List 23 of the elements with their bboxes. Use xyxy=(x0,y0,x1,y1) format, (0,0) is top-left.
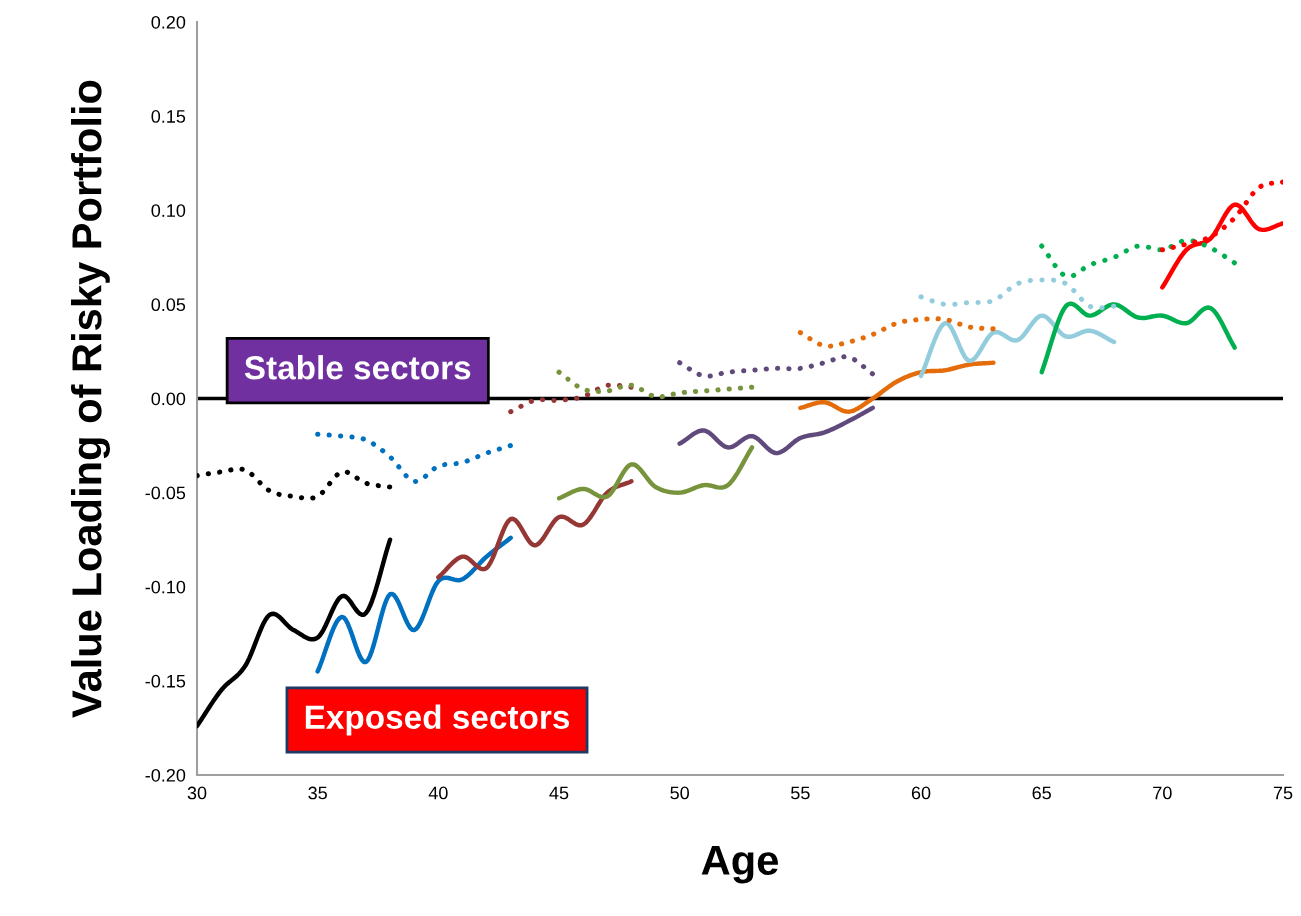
y-tick-label: 0.00 xyxy=(151,392,186,406)
x-tick-label: 40 xyxy=(428,786,448,800)
x-tick-label: 45 xyxy=(549,786,569,800)
y-tick-label: -0.15 xyxy=(145,674,186,688)
x-tick-label: 60 xyxy=(911,786,931,800)
annotation: Stable sectors xyxy=(244,355,471,380)
y-tick-label: -0.05 xyxy=(145,486,186,500)
y-tick-label: -0.20 xyxy=(145,768,186,782)
x-tick-label: 35 xyxy=(308,786,327,800)
x-axis-title: Age xyxy=(701,845,778,884)
y-axis-title: Value Loading of Risky Portfolio xyxy=(70,80,111,718)
y-tick-label: 0.05 xyxy=(151,298,186,312)
x-tick-label: 70 xyxy=(1153,786,1172,800)
y-tick-label: -0.10 xyxy=(145,580,186,594)
y-tick-label: 0.20 xyxy=(151,15,186,29)
x-tick-label: 55 xyxy=(791,786,810,800)
y-tick-label: 0.10 xyxy=(151,204,186,217)
x-tick-label: 50 xyxy=(670,786,689,800)
y-tick-label: 0.15 xyxy=(151,110,186,123)
annotation: Exposed sectors xyxy=(305,704,570,736)
x-tick-label: 30 xyxy=(187,786,207,800)
x-tick-label: 65 xyxy=(1032,786,1051,800)
x-tick-label: 75 xyxy=(1273,786,1293,800)
